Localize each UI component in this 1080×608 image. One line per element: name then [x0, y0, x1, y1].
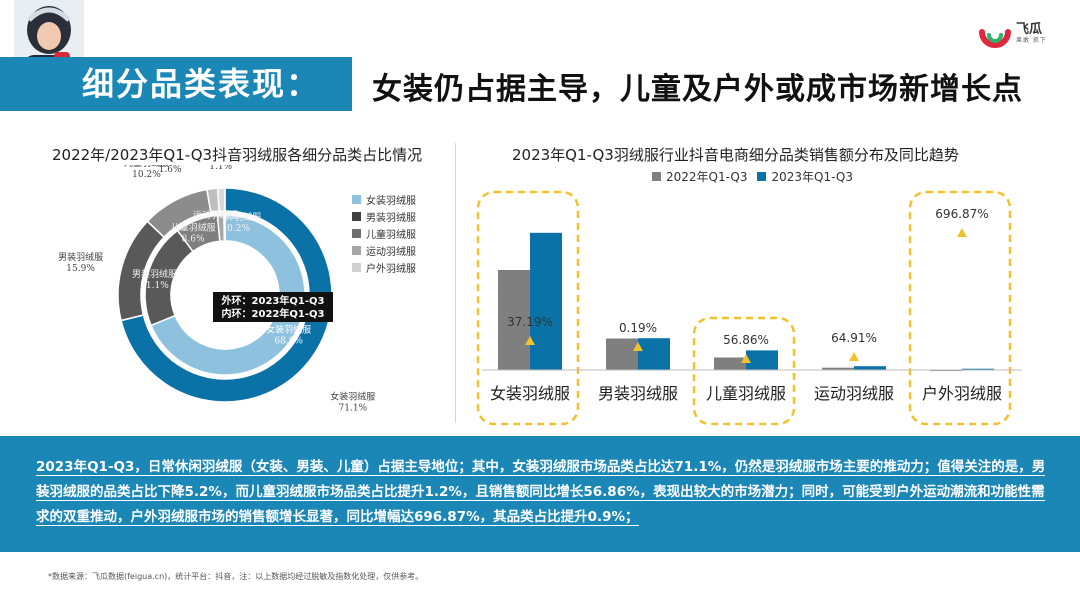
pie-legend: 女装羽绒服 男装羽绒服 儿童羽绒服 运动羽绒服 户外羽绒服 — [352, 191, 416, 276]
bar — [638, 338, 670, 370]
growth-label: 56.86% — [723, 333, 769, 347]
legend-item: 男装羽绒服 — [352, 208, 416, 225]
donut-label: 运动羽绒服1.6% — [148, 165, 193, 175]
x-tick-label: 男装羽绒服 — [598, 384, 678, 403]
bar-chart-title: 2023年Q1-Q3羽绒服行业抖音电商细分品类销售额分布及同比趋势 — [512, 146, 959, 164]
footnote: *数据来源：飞瓜数据(feigua.cn)，统计平台：抖音，注：以上数据均经过脱… — [48, 572, 424, 581]
donut-label-line: 女装羽绒服 — [266, 323, 311, 335]
growth-marker — [633, 342, 643, 351]
feigua-logo-icon — [979, 29, 1011, 48]
growth-label: 696.87% — [935, 207, 988, 221]
donut-label: 儿童羽绒服10.2% — [124, 165, 169, 180]
summary-text: 2023年Q1-Q3，日常休闲羽绒服（女装、男装、儿童）占据主导地位；其中，女装… — [36, 455, 1046, 530]
donut-label-line: 户外羽绒服 — [216, 211, 261, 223]
legend-swatch — [352, 246, 361, 255]
donut-label-line: 男装羽绒服 — [58, 251, 103, 263]
brand-name: 飞瓜 — [1016, 22, 1043, 37]
bar-legend: 2022年Q1-Q3 2023年Q1-Q3 — [652, 168, 853, 185]
donut-slice — [120, 187, 333, 403]
headline: 女装仍占据主导，儿童及户外或成市场新增长点 — [372, 72, 1023, 107]
donut-label-line: 1.1% — [209, 165, 232, 172]
center-label-outer: 外环：2023年Q1-Q3 — [221, 294, 325, 307]
highlight-box — [908, 190, 1012, 426]
legend-item: 2022年Q1-Q3 — [652, 168, 747, 185]
donut-label-line: 15.9% — [66, 264, 95, 274]
donut-slice — [216, 187, 226, 213]
legend-label: 2022年Q1-Q3 — [666, 170, 748, 184]
donut-label-line: 儿童羽绒服 — [124, 165, 169, 169]
donut-chart: 女装羽绒服71.1%男装羽绒服15.9%儿童羽绒服10.2%运动羽绒服1.6%户… — [58, 165, 375, 414]
donut-label: 户外羽绒服1.1% — [198, 165, 243, 172]
legend-item: 运动羽绒服 — [352, 242, 416, 259]
summary-panel — [0, 436, 1080, 552]
title-band — [0, 57, 352, 111]
donut-label: 男装羽绒服 21.1% — [132, 268, 177, 291]
legend-item: 2023年Q1-Q3 — [757, 168, 853, 185]
legend-swatch — [757, 172, 767, 181]
legend-item: 女装羽绒服 — [352, 191, 416, 208]
donut-label-line: 68.8% — [274, 336, 303, 346]
donut-label-line: 71.1% — [339, 404, 368, 414]
growth-marker — [525, 336, 535, 345]
bar — [822, 367, 854, 370]
legend-label: 女装羽绒服 — [366, 196, 416, 207]
pie-chart-title: 2022年/2023年Q1-Q3抖音羽绒服各细分品类占比情况 — [52, 146, 423, 164]
donut-label-line: 0.2% — [227, 224, 250, 234]
brand-tagline: 果敢 抓下 — [1016, 37, 1047, 44]
x-tick-label: 户外羽绒服 — [922, 384, 1002, 403]
legend-swatch — [352, 195, 361, 204]
bar-chart: 37.19% 0.19% 56.86% 64.91% 696.87% 女装羽绒服 男装羽绒服… — [476, 190, 1022, 426]
donut-label-line: 1.6% — [159, 165, 182, 175]
legend-item: 儿童羽绒服 — [352, 225, 416, 242]
donut-label-line: 男装羽绒服 — [132, 268, 177, 280]
x-tick-label: 运动羽绒服 — [814, 384, 894, 403]
growth-marker — [849, 352, 859, 361]
bar — [530, 232, 562, 370]
donut-slice — [223, 214, 226, 242]
growth-label: 37.19% — [507, 315, 553, 329]
legend-label: 儿童羽绒服 — [366, 230, 416, 241]
donut-label: 男装羽绒服 15.9% — [58, 251, 103, 274]
legend-label: 2023年Q1-Q3 — [771, 170, 853, 184]
legend-swatch — [352, 263, 361, 272]
summary-text-content: 2023年Q1-Q3，日常休闲羽绒服（女装、男装、儿童）占据主导地位；其中，女装… — [36, 459, 1046, 526]
donut-label: 户外羽绒服 0.2% — [216, 211, 261, 234]
donut-label-line: 女装羽绒服 — [330, 391, 375, 403]
bar — [606, 338, 638, 370]
growth-label: 64.91% — [831, 331, 877, 345]
donut-label-line: 21.1% — [140, 281, 169, 291]
legend-label: 运动羽绒服 — [366, 247, 416, 258]
highlight-box — [476, 190, 580, 426]
legend-label: 男装羽绒服 — [366, 213, 416, 224]
donut-slice — [150, 214, 306, 376]
donut-label-line: 儿童羽绒服 — [171, 221, 216, 233]
growth-marker — [957, 228, 967, 237]
donut-label: 儿童羽绒服 8.6% — [171, 221, 216, 244]
donut-label-line: 运动羽绒服 — [193, 209, 238, 221]
growth-marker — [741, 354, 751, 363]
center-label-bg — [213, 292, 333, 322]
section-label: 细分品类表现： — [82, 65, 321, 103]
bar — [854, 366, 886, 370]
legend-item: 户外羽绒服 — [352, 259, 416, 276]
growth-label: 0.19% — [619, 321, 657, 335]
x-tick-label: 儿童羽绒服 — [706, 384, 786, 403]
legend-swatch — [352, 212, 361, 221]
legend-swatch — [352, 229, 361, 238]
bar — [962, 368, 994, 370]
bar — [714, 357, 746, 370]
donut-label: 女装羽绒服 71.1% — [330, 391, 375, 414]
donut-label-line: 10.2% — [132, 170, 161, 180]
legend-label: 户外羽绒服 — [366, 264, 416, 275]
legend-swatch — [652, 172, 661, 181]
donut-label: 运动羽绒服 — [193, 209, 238, 221]
chart-divider — [455, 143, 456, 423]
donut-label: 女装羽绒服 68.8% — [266, 323, 311, 346]
center-label-inner: 内环：2022年Q1-Q3 — [222, 307, 325, 320]
x-tick-label: 女装羽绒服 — [490, 384, 570, 403]
bar — [498, 270, 530, 370]
donut-label-line: 8.6% — [182, 234, 205, 244]
bar — [746, 350, 778, 370]
